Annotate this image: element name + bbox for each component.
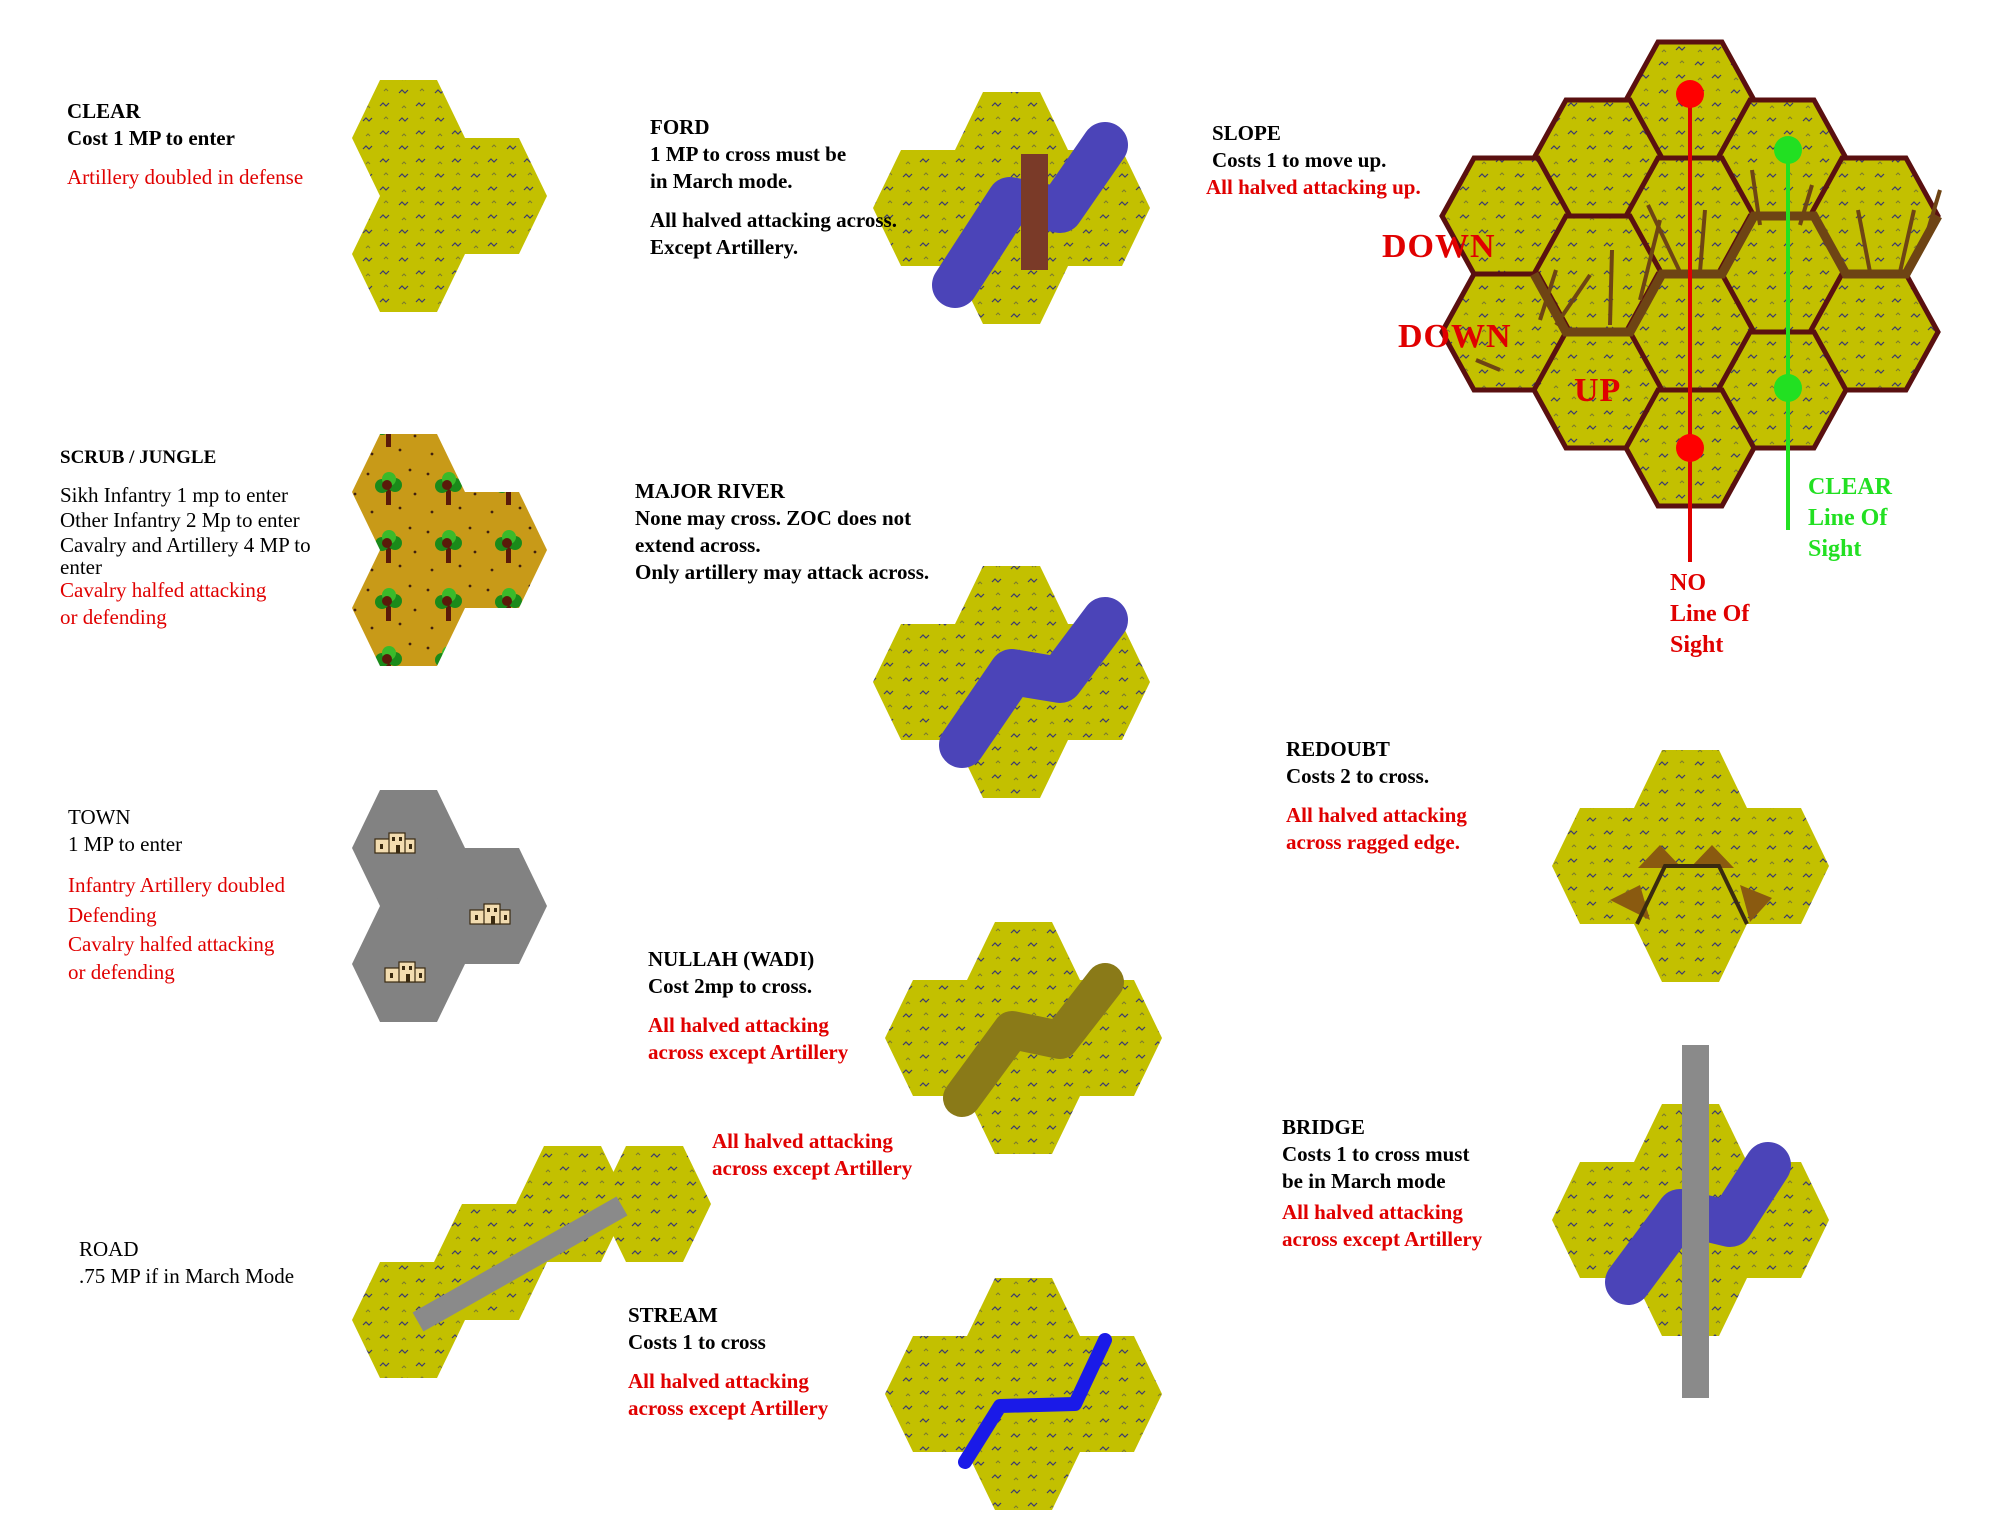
scrub-line-3a: Cavalry and Artillery 4 MP to bbox=[60, 533, 311, 557]
stream-effect-2: across except Artillery bbox=[628, 1396, 829, 1420]
road-effect-1: All halved attacking bbox=[712, 1129, 893, 1153]
redoubt-effect-1: All halved attacking bbox=[1286, 803, 1467, 827]
clear-info: CLEAR Cost 1 MP to enter Artillery doubl… bbox=[67, 98, 303, 191]
bridge-info: BRIDGE Costs 1 to cross must be in March… bbox=[1282, 1114, 1482, 1253]
major-river-line-1: None may cross. ZOC does not bbox=[635, 506, 912, 530]
road-effect-2: across except Artillery bbox=[712, 1156, 913, 1180]
nullah-title: NULLAH (WADI) bbox=[648, 947, 815, 971]
major-river-hex-group bbox=[873, 566, 1150, 798]
road-effect: All halved attacking across except Artil… bbox=[712, 1128, 912, 1182]
clear-hex-group bbox=[352, 80, 547, 312]
town-info: TOWN 1 MP to enter Infantry Artillery do… bbox=[68, 804, 285, 986]
no-los-label: NO Line Of Sight bbox=[1670, 568, 1749, 661]
ford-effect-2: Except Artillery. bbox=[650, 235, 799, 259]
scrub-title: SCRUB / JUNGLE bbox=[60, 447, 217, 468]
bridge-cost-2: be in March mode bbox=[1282, 1169, 1446, 1193]
scrub-effect-1: Cavalry halfed attacking bbox=[60, 578, 267, 602]
redoubt-hex-group bbox=[1552, 750, 1829, 982]
no-los-line-1: NO bbox=[1670, 570, 1706, 596]
redoubt-effect-2: across ragged edge. bbox=[1286, 830, 1460, 854]
clear-cost: Cost 1 MP to enter bbox=[67, 126, 235, 150]
redoubt-info: REDOUBT Costs 2 to cross. All halved att… bbox=[1286, 736, 1467, 856]
nullah-effect-1: All halved attacking bbox=[648, 1013, 829, 1037]
town-cost: 1 MP to enter bbox=[68, 832, 183, 856]
redoubt-cost: Costs 2 to cross. bbox=[1286, 764, 1430, 788]
nullah-info: NULLAH (WADI) Cost 2mp to cross. All hal… bbox=[648, 946, 848, 1066]
scrub-hex-group bbox=[352, 434, 547, 666]
town-effect-3: Cavalry halfed attacking bbox=[68, 932, 275, 956]
slope-label-up: UP bbox=[1574, 372, 1622, 409]
no-los-line-3: Sight bbox=[1670, 632, 1724, 658]
nullah-hex-group bbox=[885, 922, 1162, 1154]
clear-los-line-2: Line Of bbox=[1808, 505, 1888, 531]
clear-los-label: CLEAR Line Of Sight bbox=[1808, 472, 1892, 565]
slope-effect: All halved attacking up. bbox=[1206, 175, 1421, 199]
major-river-info: MAJOR RIVER None may cross. ZOC does not… bbox=[635, 478, 929, 586]
road-title: ROAD bbox=[79, 1237, 139, 1261]
road-hex-group bbox=[352, 1146, 711, 1378]
ford-crossing bbox=[1021, 154, 1048, 270]
slope-title: SLOPE bbox=[1212, 121, 1281, 145]
slope-diagram bbox=[1439, 39, 1942, 562]
bridge-effect-1: All halved attacking bbox=[1282, 1200, 1463, 1224]
bridge-title: BRIDGE bbox=[1282, 1115, 1365, 1139]
major-river-title: MAJOR RIVER bbox=[635, 479, 785, 503]
town-effect-1: Infantry Artillery doubled bbox=[68, 873, 285, 897]
ford-title: FORD bbox=[650, 115, 710, 139]
slope-label-down-1: DOWN bbox=[1382, 228, 1496, 265]
ford-cost-2: in March mode. bbox=[650, 169, 793, 193]
stream-effect-1: All halved attacking bbox=[628, 1369, 809, 1393]
major-river-line-2: extend across. bbox=[635, 533, 761, 557]
town-effect-4: or defending bbox=[68, 960, 175, 984]
road-line bbox=[412, 1196, 628, 1332]
scrub-info: SCRUB / JUNGLE Sikh Infantry 1 mp to ent… bbox=[60, 444, 311, 630]
nullah-effect-2: across except Artillery bbox=[648, 1040, 849, 1064]
road-cost: .75 MP if in March Mode bbox=[79, 1264, 295, 1288]
slope-info: SLOPE Costs 1 to move up. All halved att… bbox=[1206, 120, 1421, 201]
town-hex-group bbox=[352, 790, 547, 1022]
town-title: TOWN bbox=[68, 805, 131, 829]
no-los-line-2: Line Of bbox=[1670, 601, 1750, 627]
stream-hex-group bbox=[885, 1278, 1162, 1510]
stream-info: STREAM Costs 1 to cross All halved attac… bbox=[628, 1302, 828, 1422]
town-effect-2: Defending bbox=[68, 903, 157, 927]
slope-label-down-2: DOWN bbox=[1398, 318, 1512, 355]
scrub-effect-2: or defending bbox=[60, 605, 167, 629]
major-river-line-3: Only artillery may attack across. bbox=[635, 560, 930, 584]
ford-effect-1: All halved attacking across. bbox=[650, 208, 897, 232]
clear-los-line-1: CLEAR bbox=[1808, 474, 1893, 500]
clear-title: CLEAR bbox=[67, 99, 141, 123]
clear-effect: Artillery doubled in defense bbox=[67, 165, 304, 189]
slope-cost: Costs 1 to move up. bbox=[1212, 148, 1387, 172]
nullah-cost: Cost 2mp to cross. bbox=[648, 974, 813, 998]
redoubt-title: REDOUBT bbox=[1286, 737, 1390, 761]
scrub-line-2: Other Infantry 2 Mp to enter bbox=[60, 508, 300, 532]
bridge-hex-group bbox=[1552, 1045, 1829, 1398]
bridge-span bbox=[1682, 1045, 1709, 1398]
road-info: ROAD .75 MP if in March Mode bbox=[79, 1236, 294, 1290]
stream-title: STREAM bbox=[628, 1303, 718, 1327]
scrub-line-3b: enter bbox=[60, 555, 102, 579]
stream-cost: Costs 1 to cross bbox=[628, 1330, 766, 1354]
ford-info: FORD 1 MP to cross must be in March mode… bbox=[650, 114, 897, 261]
clear-los-line-3: Sight bbox=[1808, 536, 1862, 562]
bridge-effect-2: across except Artillery bbox=[1282, 1227, 1483, 1251]
ford-hex-group bbox=[873, 92, 1150, 324]
scrub-line-1: Sikh Infantry 1 mp to enter bbox=[60, 483, 289, 507]
ford-cost-1: 1 MP to cross must be bbox=[650, 142, 847, 166]
bridge-cost-1: Costs 1 to cross must bbox=[1282, 1142, 1470, 1166]
